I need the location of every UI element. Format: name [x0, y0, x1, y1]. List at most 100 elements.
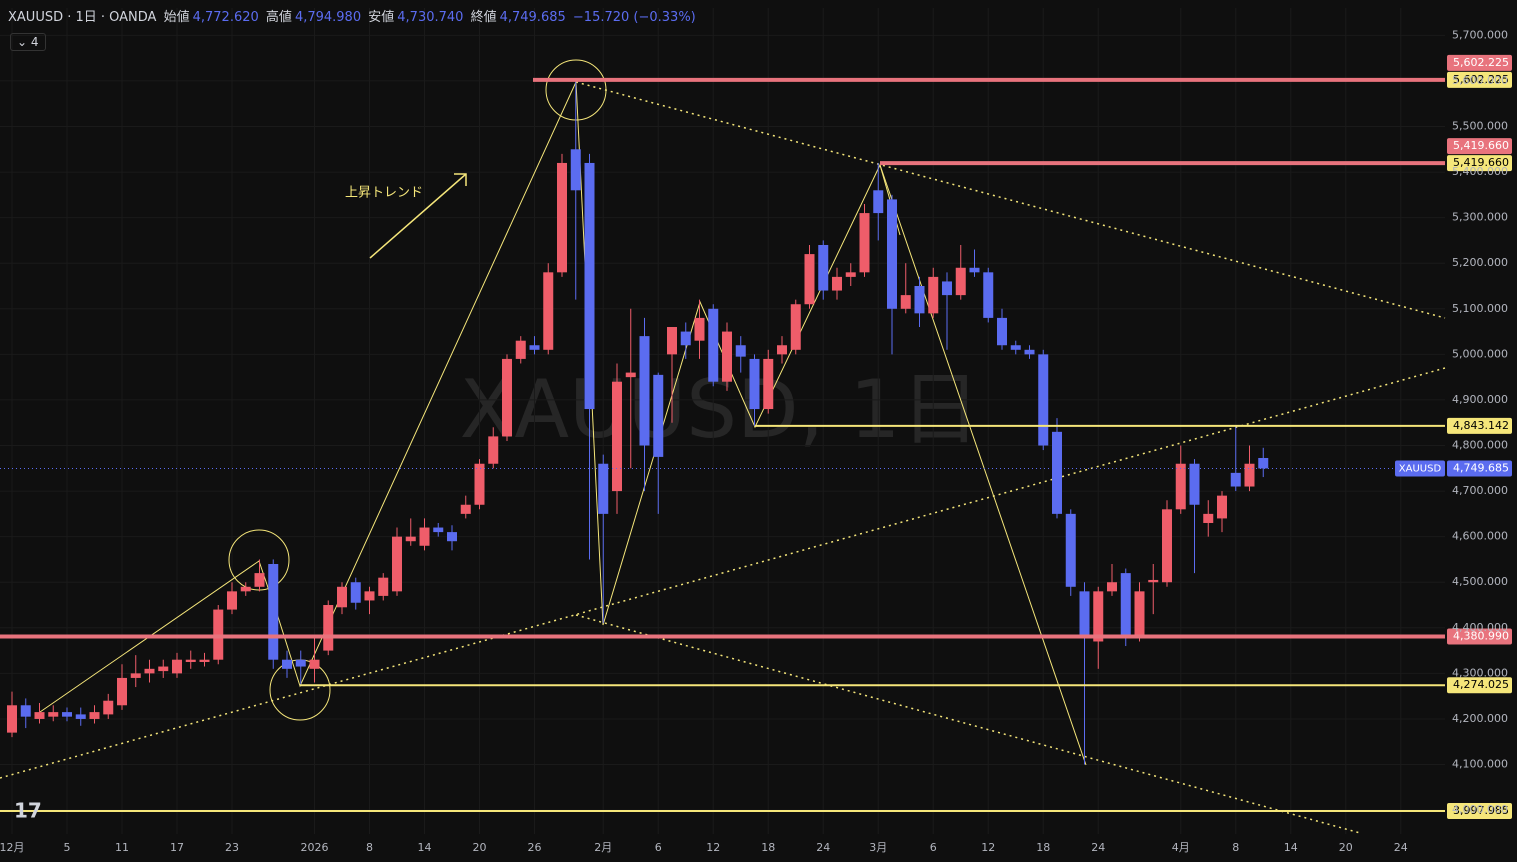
candle-body [777, 345, 787, 355]
candle-body [1052, 431, 1062, 514]
candle-body [570, 149, 581, 191]
x-tick-label: 14 [1284, 841, 1298, 854]
candle-body [117, 677, 127, 706]
candle-body [185, 659, 196, 662]
candle-body [240, 586, 251, 592]
candle-body [254, 573, 265, 587]
candle-body [639, 336, 650, 446]
price-tag-label: 5,419.660 [1453, 139, 1509, 152]
x-tick-label: 2026 [301, 841, 329, 854]
candle-body [158, 666, 169, 672]
x-tick-label: 24 [1091, 841, 1105, 854]
x-tick-label: 17 [170, 841, 184, 854]
logo: 17 [14, 799, 42, 823]
y-tick-label: 5,100.000 [1452, 302, 1508, 315]
candle-body [708, 308, 719, 382]
candle-body [584, 162, 595, 410]
x-tick-label: 3月 [869, 841, 887, 854]
price-tag-label: 5,602.225 [1453, 56, 1509, 69]
x-tick-label: 8 [366, 841, 373, 854]
x-tick-label: 26 [528, 841, 542, 854]
indicator-toggle[interactable]: ⌄ 4 [10, 33, 46, 51]
candle-body [1065, 513, 1076, 587]
candle-body [75, 714, 86, 719]
low: 4,730.740 [397, 10, 464, 25]
candle-body [818, 244, 829, 291]
close: 4,749.685 [499, 10, 566, 25]
x-tick-label: 20 [473, 841, 487, 854]
candle-body [89, 712, 100, 719]
x-tick-label: 11 [115, 841, 129, 854]
candle-body [1148, 579, 1159, 583]
x-tick-label: 14 [418, 841, 432, 854]
candle-body [598, 463, 609, 514]
x-tick-label: 24 [1394, 841, 1408, 854]
y-tick-label: 4,700.000 [1452, 484, 1508, 497]
candle-body [832, 276, 842, 291]
high: 4,794.980 [294, 10, 362, 25]
candle-body [1120, 573, 1131, 637]
y-tick-label: 4,300.000 [1452, 666, 1508, 679]
candle-body [735, 345, 746, 357]
price-tag [1447, 71, 1512, 88]
x-tick-label: 8 [1232, 841, 1239, 854]
y-tick-label: 5,300.000 [1452, 211, 1508, 224]
price-tag-label: 4,843.142 [1453, 419, 1509, 432]
x-tick-label: 4月 [1172, 841, 1190, 854]
x-tick-label: 20 [1339, 841, 1353, 854]
dotted-trend [575, 81, 1446, 319]
candle-body [48, 712, 59, 717]
candle-body [1258, 457, 1269, 469]
price-tag [1447, 155, 1512, 172]
x-tick-label: 23 [225, 841, 239, 854]
price-tag [1447, 138, 1512, 155]
y-tick-label: 5,700.000 [1452, 28, 1508, 41]
x-tick-label: 18 [761, 841, 775, 854]
candle-body [845, 272, 856, 277]
candle-body [502, 358, 512, 437]
candle-body [7, 705, 17, 733]
candle-body [295, 659, 306, 667]
y-tick-label: 4,000.000 [1452, 803, 1508, 816]
price-tag-label: 3,997.985 [1453, 804, 1509, 817]
high-label: 高値 [265, 10, 292, 25]
y-tick-label: 5,600.000 [1452, 74, 1508, 87]
y-tick-label: 4,800.000 [1452, 439, 1508, 452]
y-tick-label: 4,400.000 [1452, 621, 1508, 634]
candle-body [323, 605, 334, 651]
x-tick-label: 12 [981, 841, 995, 854]
candle-body [790, 304, 801, 350]
x-tick-label: 6 [655, 841, 662, 854]
price-tag [1447, 803, 1512, 820]
open-label: 始値 [163, 10, 190, 25]
price-tag [1447, 677, 1512, 694]
candle-body [667, 327, 677, 355]
price-tag-label: 4,380.990 [1453, 629, 1509, 642]
candle-body [763, 358, 774, 410]
candle-body [1079, 591, 1090, 637]
candle-body [1230, 472, 1241, 487]
candle-body [1189, 463, 1200, 505]
close-label: 終値 [470, 10, 497, 25]
candle-body [103, 700, 114, 715]
symbol-tag [1395, 460, 1445, 477]
candle-body [914, 286, 925, 314]
price-tag-label: 5,419.660 [1453, 156, 1509, 169]
price-tag [1447, 460, 1512, 477]
candle-body [227, 591, 237, 610]
candle-body [419, 527, 430, 546]
arrow [369, 173, 467, 259]
x-tick-label: 2月 [594, 841, 612, 854]
dotted-trend [575, 614, 1361, 834]
x-tick-label: 5 [64, 841, 71, 854]
candle-body [199, 659, 210, 662]
candle-body [460, 504, 471, 514]
candle-body [405, 536, 416, 542]
candle-body [749, 358, 760, 410]
candle-body [625, 372, 636, 378]
candle-body [722, 331, 732, 382]
price-tag [1447, 628, 1512, 645]
candle-body [804, 254, 815, 305]
candle-body [1217, 495, 1227, 519]
price-tag-label: 4,749.685 [1453, 461, 1509, 474]
